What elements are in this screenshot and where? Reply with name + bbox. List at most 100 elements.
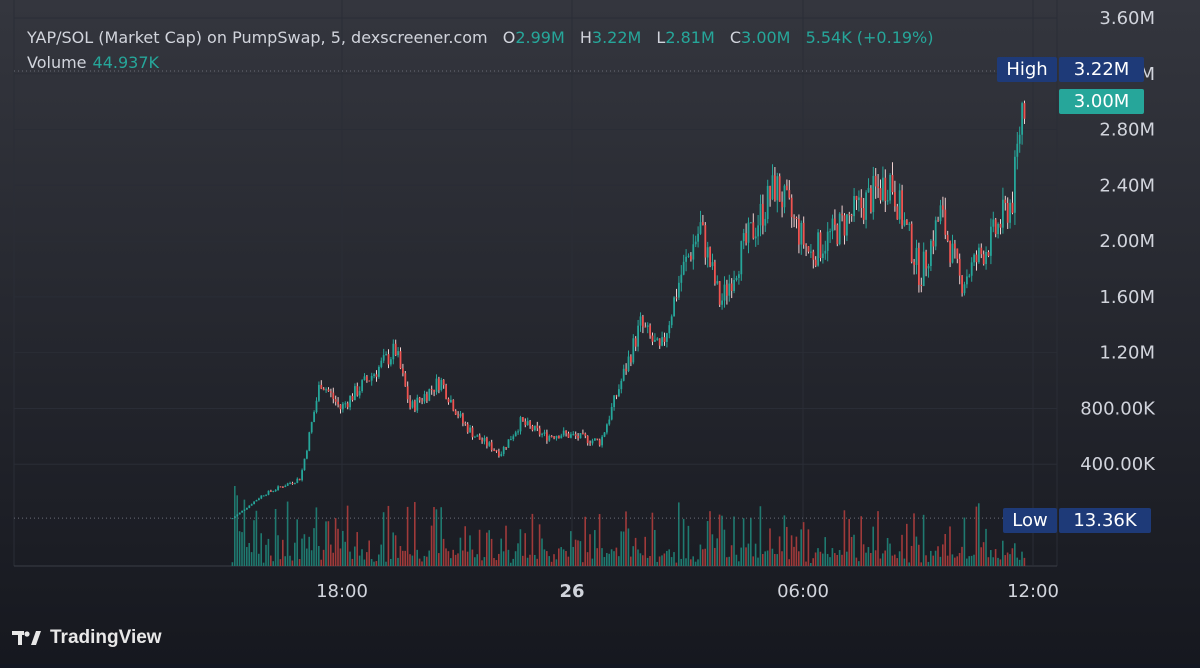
volume-bar — [493, 557, 495, 566]
volume-bar — [450, 558, 452, 566]
candle — [649, 323, 651, 339]
candle — [572, 431, 575, 436]
candle — [248, 505, 251, 509]
candle — [723, 276, 726, 308]
low-marker-value: 13.36K — [1059, 508, 1151, 533]
candle — [582, 429, 584, 435]
candle — [670, 314, 673, 329]
candle — [913, 258, 915, 275]
candle — [838, 212, 841, 246]
candle — [531, 424, 534, 432]
candle — [867, 178, 870, 193]
high-key: H — [579, 28, 592, 47]
volume-bar — [975, 506, 978, 566]
candle — [272, 490, 275, 493]
volume-bar — [723, 529, 726, 566]
candle — [918, 242, 920, 293]
volume-bar — [860, 516, 862, 566]
candle — [939, 199, 942, 225]
price-tick-label: 800.00K — [1080, 398, 1156, 419]
volume-bar — [750, 517, 752, 566]
high-marker-value: 3.22M — [1059, 57, 1144, 82]
volume-bar — [884, 550, 886, 566]
volume-bar — [488, 530, 490, 566]
candle — [726, 279, 728, 305]
candle — [706, 241, 709, 268]
tradingview-logo[interactable]: TradingView — [12, 627, 162, 649]
candle — [1016, 131, 1019, 170]
candle — [313, 410, 315, 423]
volume-bar — [865, 552, 867, 566]
candle — [730, 278, 733, 299]
volume-bar — [745, 547, 747, 566]
candle — [584, 432, 587, 439]
volume-bar — [435, 509, 438, 566]
volume-bar — [320, 559, 322, 566]
volume-bar — [978, 503, 980, 566]
volume-bar — [574, 539, 577, 566]
volume-bar — [730, 545, 733, 566]
symbol-title[interactable]: YAP/SOL (Market Cap) on PumpSwap, 5, dex… — [27, 28, 488, 47]
volume-bar — [241, 532, 243, 566]
candle — [774, 167, 776, 202]
volume-bar — [793, 546, 795, 566]
candle — [682, 254, 685, 276]
volume-bar — [675, 562, 678, 566]
candle — [637, 319, 639, 352]
candle — [476, 434, 479, 437]
volume-bar — [238, 531, 241, 566]
candle — [927, 263, 930, 278]
candle — [1009, 199, 1011, 229]
candle — [992, 211, 995, 233]
candle — [351, 393, 354, 402]
candle — [404, 370, 407, 387]
candle — [735, 275, 738, 282]
candle — [589, 440, 591, 446]
candle — [728, 274, 731, 302]
volume-bar — [817, 548, 819, 566]
candle — [435, 374, 438, 395]
candle — [440, 377, 443, 392]
volume-bar — [994, 549, 997, 566]
volume-bar — [987, 557, 990, 566]
candle — [882, 166, 884, 202]
candle — [318, 381, 320, 403]
volume-bar — [678, 502, 680, 566]
volume-bar — [560, 547, 562, 566]
candle — [534, 425, 536, 432]
candle — [764, 211, 767, 232]
candle — [519, 415, 522, 435]
candle — [308, 431, 311, 452]
candle — [896, 203, 899, 220]
candle — [745, 223, 747, 246]
candle — [771, 164, 774, 201]
time-axis[interactable]: 18:00 26 06:00 12:00 — [316, 581, 1059, 602]
candle — [810, 244, 812, 258]
volume-bar — [966, 558, 968, 566]
candle — [855, 195, 858, 210]
change-value: 5.54K (+0.19%) — [805, 28, 934, 47]
candle — [754, 227, 757, 247]
candle — [514, 430, 517, 437]
candle — [298, 478, 301, 481]
volume-bar — [510, 562, 512, 566]
volume-bar — [848, 518, 850, 566]
volume-bar — [913, 513, 915, 566]
volume-bar — [358, 555, 361, 566]
volume-bar — [822, 553, 824, 566]
volume-bar — [970, 555, 973, 566]
candle — [663, 332, 666, 346]
volume-bar — [874, 550, 877, 566]
volume-bar — [414, 502, 416, 566]
candle — [901, 184, 903, 229]
candle — [414, 399, 416, 413]
candle — [891, 162, 894, 195]
volume-bar — [337, 528, 339, 566]
volume-bar — [805, 561, 807, 566]
volume-bar — [920, 562, 922, 566]
volume-bar — [445, 548, 447, 566]
volume-bar — [555, 559, 558, 566]
candle — [795, 216, 798, 229]
